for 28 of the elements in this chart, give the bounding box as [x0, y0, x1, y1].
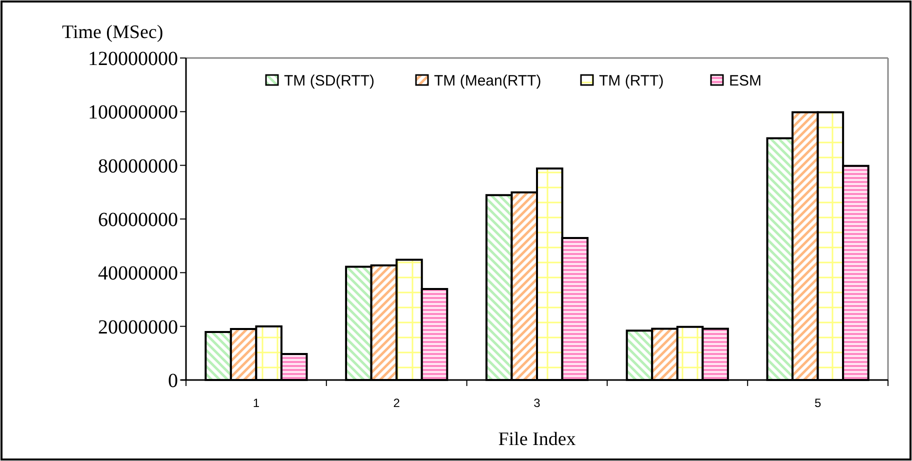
y-tick-label: 80000000 [98, 155, 178, 178]
y-tick-label: 0 [168, 370, 178, 392]
bar [485, 194, 513, 381]
bar [792, 111, 819, 381]
legend-label: TM (SD(RTT) [284, 72, 375, 90]
y-tick-label: 120000000 [88, 48, 178, 70]
legend-label: TM (RTT) [599, 72, 664, 90]
bar [702, 328, 729, 381]
y-axis-title: Time (MSec) [62, 22, 164, 43]
y-tick-label: 60000000 [98, 209, 178, 231]
bar [536, 168, 564, 381]
y-tick-label: 100000000 [88, 102, 178, 124]
bar [842, 164, 870, 381]
y-tick-label: 20000000 [98, 316, 178, 338]
bar [510, 191, 538, 381]
bar [396, 258, 423, 381]
x-tick-label: 3 [534, 396, 541, 410]
legend-label: ESM [729, 72, 762, 90]
bar [345, 266, 372, 381]
bar [561, 237, 589, 381]
x-axis-title: File Index [498, 429, 576, 450]
x-tick-label: 1 [252, 396, 260, 410]
x-tick-label: 5 [814, 396, 822, 410]
bar [651, 328, 678, 381]
bar [816, 111, 844, 381]
x-tick-label: 2 [393, 396, 400, 410]
y-tick-label: 40000000 [98, 262, 178, 285]
legend-label: TM (Mean(RTT) [434, 72, 542, 90]
